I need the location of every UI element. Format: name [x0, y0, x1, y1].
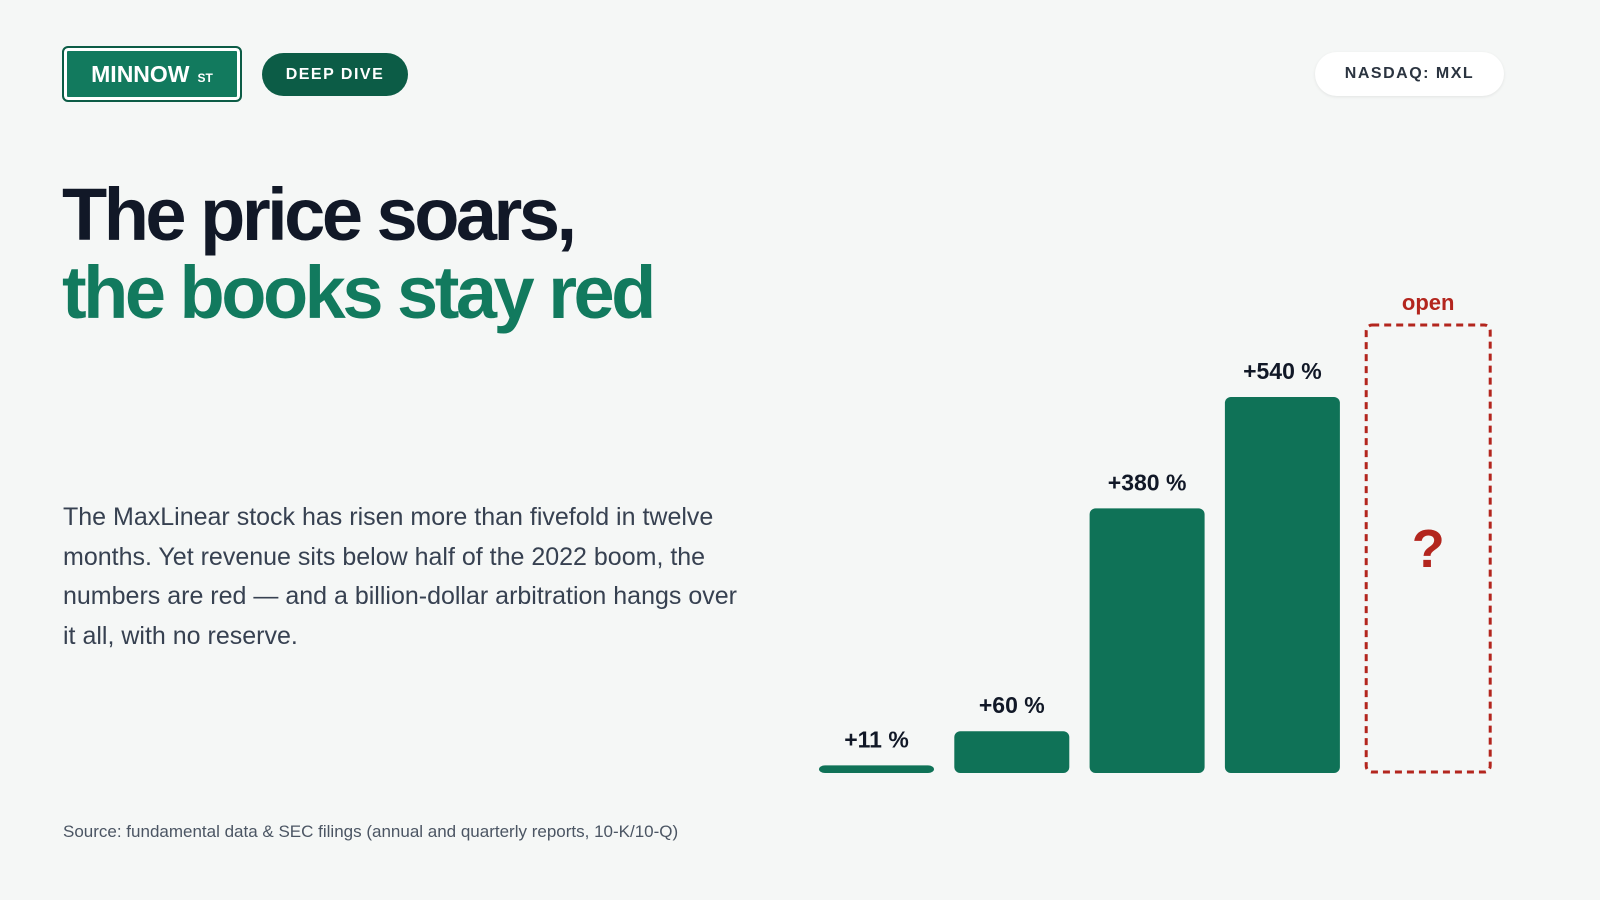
- brand-logo[interactable]: MINNOW ST: [62, 46, 242, 102]
- open-box: [1364, 323, 1492, 774]
- value-label: +380 %: [1108, 469, 1187, 495]
- source: Source: fundamental data & SEC filings (…: [63, 822, 679, 841]
- value-label: +60 %: [979, 692, 1045, 718]
- open-label: open: [1402, 290, 1455, 315]
- open-mark: ?: [1412, 519, 1445, 579]
- tag-pill: DEEP DIVE: [262, 53, 408, 96]
- value-label: +11 %: [844, 726, 909, 752]
- headline-1: The price soars,: [62, 173, 577, 256]
- body-text: The MaxLinear stock has risen more than …: [63, 503, 737, 650]
- headline-2: the books stay red: [62, 251, 656, 334]
- brand: MINNOW: [91, 60, 190, 87]
- bar: [1224, 397, 1340, 773]
- value-label: +540 %: [1243, 358, 1322, 384]
- ticker-pill: NASDAQ: MXL: [1315, 52, 1504, 96]
- bar: [819, 765, 934, 773]
- bar: [954, 731, 1070, 773]
- bar: [1089, 508, 1205, 773]
- brand-suffix: ST: [197, 71, 213, 85]
